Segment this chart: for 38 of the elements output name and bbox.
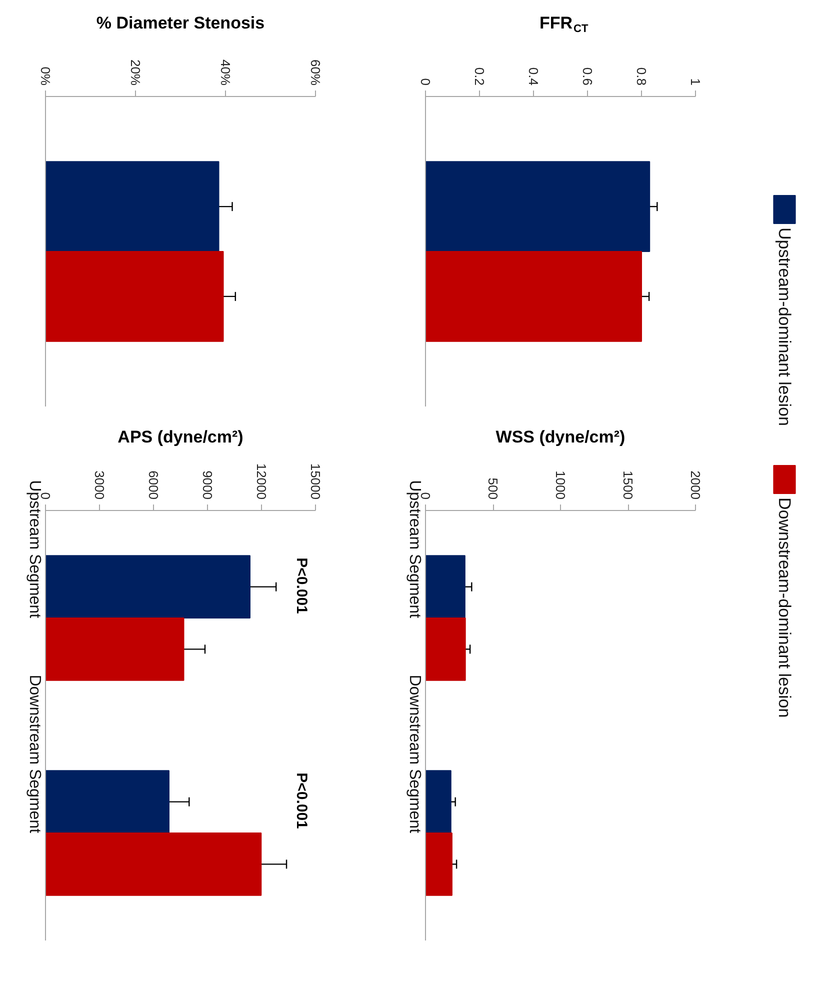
x-tick-label: 12000 — [254, 463, 269, 500]
bar — [46, 618, 184, 681]
chart-title: % Diameter Stenosis — [96, 13, 265, 32]
x-tick-label: 6000 — [146, 470, 161, 500]
x-tick-label: 60% — [308, 59, 323, 86]
x-tick-label: 0 — [418, 492, 433, 500]
x-tick-label: 9000 — [200, 470, 215, 500]
legend-label: Upstream-dominant lesion — [775, 228, 794, 426]
x-tick-label: 2000 — [688, 470, 703, 500]
legend-label: Downstream-dominant lesion — [775, 498, 794, 718]
x-tick-label: 0.6 — [580, 67, 595, 86]
x-tick-label: 15000 — [308, 463, 323, 500]
chart-title: WSS (dyne/cm²) — [496, 427, 626, 446]
x-tick-label: 0.4 — [526, 67, 541, 86]
x-tick-label: 0 — [418, 78, 433, 86]
chart-title: APS (dyne/cm²) — [118, 427, 244, 446]
bar — [426, 770, 452, 834]
bar — [426, 618, 466, 681]
x-tick-label: 0.8 — [634, 67, 649, 86]
x-tick-label: 40% — [218, 59, 233, 86]
x-tick-label: 0% — [38, 66, 53, 86]
bar — [426, 555, 466, 618]
y-tick-label: Downstream Segment — [406, 674, 423, 834]
x-tick-label: 20% — [128, 59, 143, 86]
y-tick-label: Downstream Segment — [26, 674, 43, 834]
x-tick-label: 0.2 — [472, 67, 487, 86]
bar — [46, 555, 250, 618]
annotation: P<0.001 — [293, 558, 310, 614]
x-tick-label: 3000 — [92, 470, 107, 500]
x-tick-label: 1000 — [553, 470, 568, 500]
x-tick-label: 1500 — [620, 470, 636, 500]
annotation: P<0.001 — [293, 772, 310, 829]
x-tick-label: 0 — [38, 492, 53, 500]
bar — [46, 832, 262, 896]
x-tick-label: 1 — [688, 78, 703, 86]
bar — [426, 832, 452, 896]
x-tick-label: 500 — [486, 478, 500, 500]
bar — [46, 770, 170, 834]
